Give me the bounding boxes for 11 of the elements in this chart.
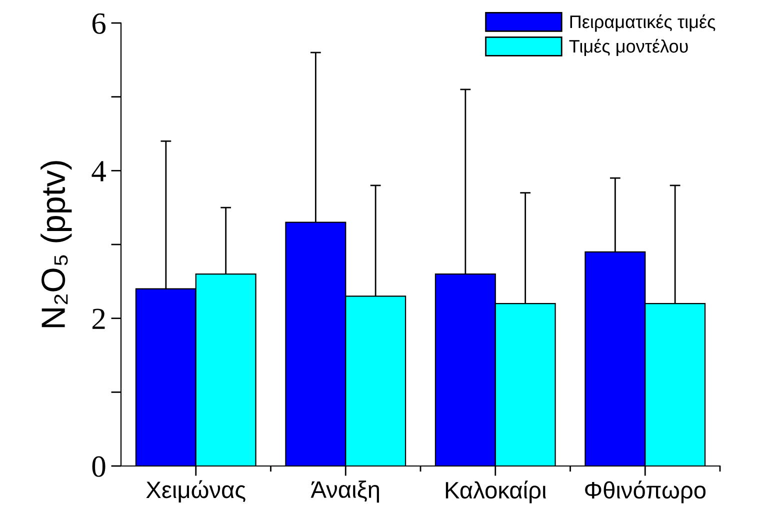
x-tick-label: Άναιξη [310, 480, 379, 503]
x-tick-label: Φθινόπωρο [585, 480, 706, 504]
y-axis-title: N₂O₅ (pptv) [40, 161, 72, 328]
x-tick-label: Καλοκαίρι [446, 480, 546, 504]
y-tick-label: 2 [92, 308, 105, 329]
y-tick-label: 4 [92, 161, 106, 182]
legend-label: Πειραματικές τιμές [570, 14, 716, 32]
y-tick-label: 0 [92, 456, 106, 477]
legend-label: Τιμές μοντέλου [569, 38, 688, 56]
y-tick-label: 6 [92, 13, 106, 34]
x-tick-label: Χειμώνας [146, 480, 246, 503]
